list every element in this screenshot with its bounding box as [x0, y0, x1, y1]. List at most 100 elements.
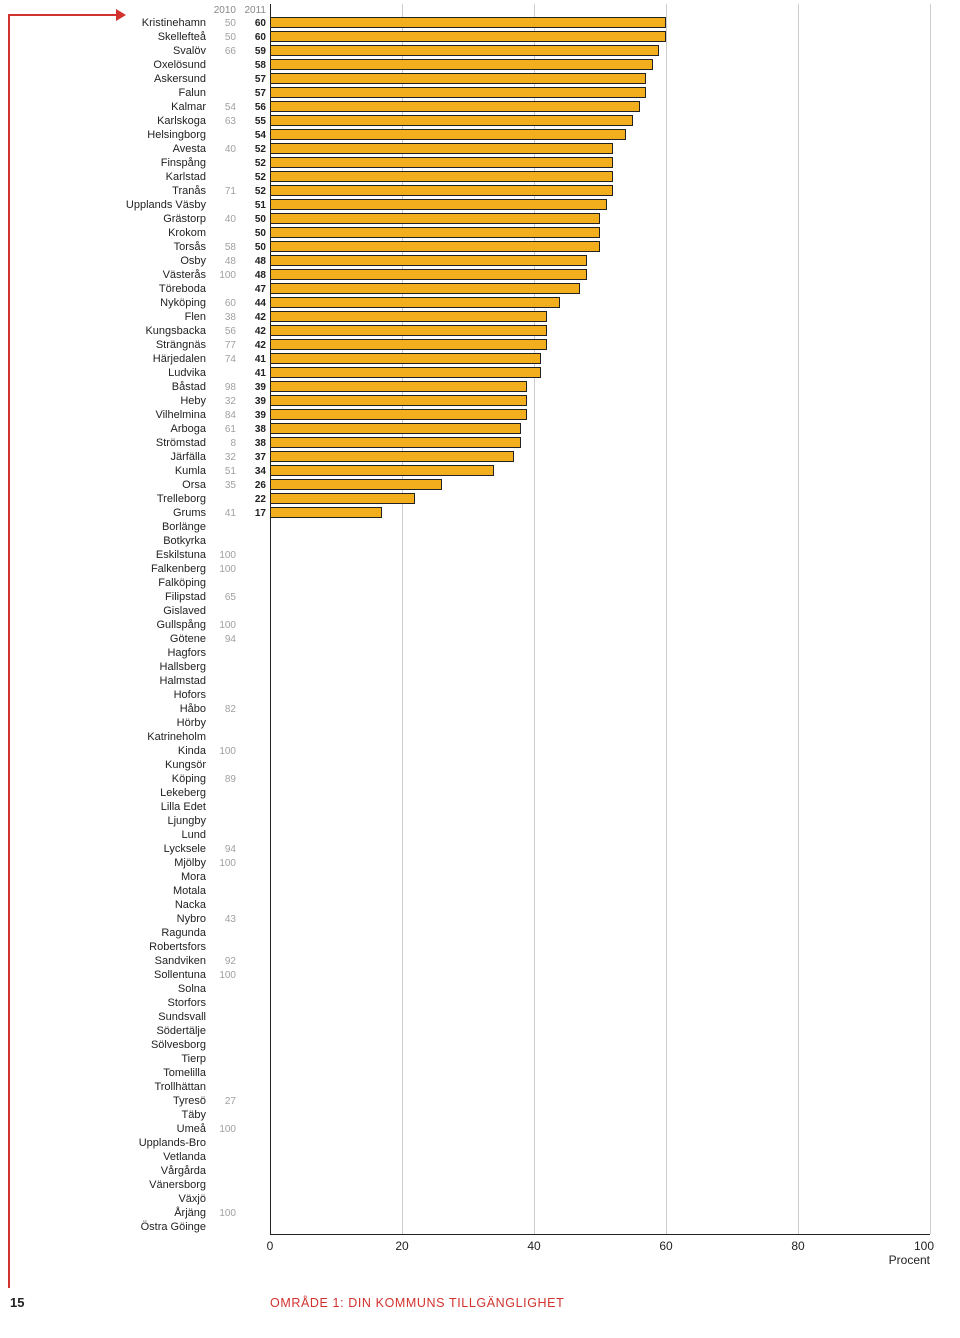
row-label: Kristinehamn [0, 18, 210, 29]
row-plot [270, 884, 930, 898]
x-axis: Procent 020406080100 [270, 1234, 930, 1275]
row-plot [270, 198, 930, 212]
row-2010-value: 40 [210, 214, 240, 225]
row-plot [270, 814, 930, 828]
row-2011-value: 59 [240, 46, 270, 57]
row-label: Järfälla [0, 452, 210, 463]
row-2010-value: 71 [210, 186, 240, 197]
x-axis-title: Procent [889, 1253, 930, 1267]
bar [270, 493, 415, 504]
row-2011-value: 42 [240, 326, 270, 337]
table-row: Finspång52 [0, 156, 960, 170]
bar [270, 269, 587, 280]
table-row: Sandviken92 [0, 954, 960, 968]
row-plot [270, 576, 930, 590]
table-row: Karlskoga6355 [0, 114, 960, 128]
table-row: Götene94 [0, 632, 960, 646]
table-row: Lycksele94 [0, 842, 960, 856]
row-label: Tierp [0, 1054, 210, 1065]
row-label: Falun [0, 88, 210, 99]
row-plot [270, 240, 930, 254]
table-row: Svalöv6659 [0, 44, 960, 58]
row-2010-value: 35 [210, 480, 240, 491]
table-row: Hofors [0, 688, 960, 702]
table-row: Järfälla3237 [0, 450, 960, 464]
table-row: Hallsberg [0, 660, 960, 674]
row-plot [270, 254, 930, 268]
row-label: Växjö [0, 1194, 210, 1205]
row-label: Borlänge [0, 522, 210, 533]
row-label: Trollhättan [0, 1082, 210, 1093]
row-plot [270, 646, 930, 660]
row-2011-value: 42 [240, 312, 270, 323]
row-plot [270, 142, 930, 156]
table-row: Grästorp4050 [0, 212, 960, 226]
row-label: Flen [0, 312, 210, 323]
row-label: Svalöv [0, 46, 210, 57]
row-plot [270, 478, 930, 492]
bar [270, 395, 527, 406]
row-plot [270, 912, 930, 926]
row-label: Kinda [0, 746, 210, 757]
row-plot [270, 44, 930, 58]
bar [270, 157, 613, 168]
row-label: Skellefteå [0, 32, 210, 43]
table-row: Gullspång100 [0, 618, 960, 632]
row-2011-value: 22 [240, 494, 270, 505]
row-2011-value: 52 [240, 172, 270, 183]
table-row: Upplands-Bro [0, 1136, 960, 1150]
row-plot [270, 1220, 930, 1234]
row-2011-value: 38 [240, 424, 270, 435]
table-row: Ljungby [0, 814, 960, 828]
row-2010-value: 100 [210, 564, 240, 575]
row-2010-value: 41 [210, 508, 240, 519]
rows-container: Kristinehamn5060Skellefteå5060Svalöv6659… [0, 16, 960, 1234]
bar [270, 17, 666, 28]
row-plot [270, 1080, 930, 1094]
row-plot [270, 1024, 930, 1038]
row-label: Umeå [0, 1124, 210, 1135]
row-2010-value: 50 [210, 32, 240, 43]
bar [270, 73, 646, 84]
header-2010: 2010 [210, 5, 240, 16]
row-2011-value: 52 [240, 144, 270, 155]
table-row: Solna [0, 982, 960, 996]
row-label: Sandviken [0, 956, 210, 967]
page-container: 2010 2011 Kristinehamn5060Skellefteå5060… [0, 0, 960, 1310]
x-tick-label: 60 [659, 1239, 672, 1253]
table-row: Sölvesborg [0, 1038, 960, 1052]
row-label: Härjedalen [0, 354, 210, 365]
row-2011-value: 42 [240, 340, 270, 351]
table-row: Kungsör [0, 758, 960, 772]
row-plot [270, 926, 930, 940]
row-plot [270, 1206, 930, 1220]
row-2010-value: 32 [210, 396, 240, 407]
table-row: Heby3239 [0, 394, 960, 408]
table-row: Trelleborg22 [0, 492, 960, 506]
row-label: Mjölby [0, 858, 210, 869]
bar [270, 465, 494, 476]
row-plot [270, 394, 930, 408]
row-label: Sölvesborg [0, 1040, 210, 1051]
table-row: Lilla Edet [0, 800, 960, 814]
table-row: Ludvika41 [0, 366, 960, 380]
row-plot [270, 1094, 930, 1108]
table-row: Håbo82 [0, 702, 960, 716]
bar [270, 171, 613, 182]
table-row: Båstad9839 [0, 380, 960, 394]
page-footer: 15 OMRÅDE 1: DIN KOMMUNS TILLGÄNGLIGHET [0, 1295, 960, 1310]
table-row: Motala [0, 884, 960, 898]
row-label: Hallsberg [0, 662, 210, 673]
row-label: Hörby [0, 718, 210, 729]
table-row: Orsa3526 [0, 478, 960, 492]
row-label: Finspång [0, 158, 210, 169]
row-label: Lilla Edet [0, 802, 210, 813]
table-row: Västerås10048 [0, 268, 960, 282]
chart: 2010 2011 Kristinehamn5060Skellefteå5060… [0, 4, 960, 1275]
row-2010-value: 98 [210, 382, 240, 393]
row-plot [270, 128, 930, 142]
row-2010-value: 82 [210, 704, 240, 715]
row-plot [270, 828, 930, 842]
row-2010-value: 65 [210, 592, 240, 603]
table-row: Södertälje [0, 1024, 960, 1038]
